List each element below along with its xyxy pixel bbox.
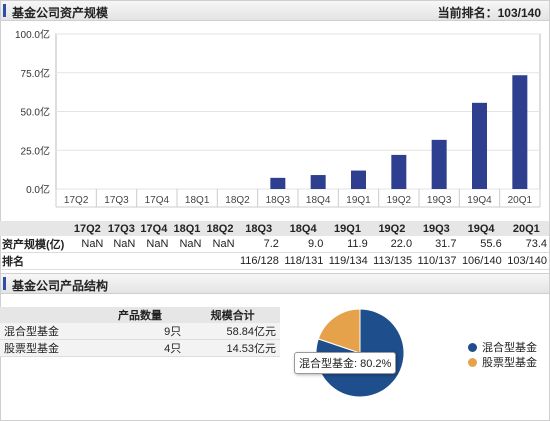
structure-row: 混合型基金 9只 58.84亿元 [0, 323, 280, 340]
x-tick-label: 18Q2 [225, 195, 250, 206]
structure-panel-title: 基金公司产品结构 [12, 279, 109, 293]
table-cell [203, 252, 237, 270]
column-header: 18Q4 [280, 221, 326, 236]
table-cell: 103/140 [503, 252, 549, 270]
bar [270, 177, 286, 189]
x-tick-label: 19Q3 [427, 195, 452, 206]
scale-total: 58.84亿元 [185, 323, 280, 340]
scale-total: 14.53亿元 [185, 339, 280, 357]
legend-label: 股票型基金 [482, 357, 537, 369]
table-cell [69, 252, 106, 270]
column-header: 18Q1 [170, 221, 204, 236]
row-label: 资产规模(亿) [0, 236, 70, 253]
current-rank: 当前排名：103/140 [438, 4, 541, 21]
x-tick-label: 18Q3 [266, 195, 291, 206]
x-tick-label: 17Q4 [145, 195, 170, 206]
column-header: 19Q1 [325, 221, 370, 236]
bar [472, 102, 487, 189]
asset-panel-header: 基金公司资产规模 当前排名：103/140 [0, 0, 550, 21]
table-cell: NaN [105, 236, 138, 253]
column-header: 20Q1 [503, 221, 549, 236]
x-tick-label: 19Q1 [346, 195, 371, 206]
product-structure-table: 产品数量 规模合计 混合型基金 9只 58.84亿元 股票型基金 4只 14.53亿元 [0, 307, 280, 357]
asset-panel-title: 基金公司资产规模 [12, 6, 109, 20]
pie-slice[interactable] [317, 308, 361, 354]
bar [391, 154, 407, 189]
fund-type-name: 混合型基金 [0, 323, 95, 340]
table-header-row: 17Q2 17Q3 17Q4 18Q1 18Q2 18Q3 18Q4 19Q1 19Q2 19Q3… [0, 221, 549, 236]
column-header: 19Q2 [369, 221, 415, 236]
bar [351, 170, 366, 189]
table-cell: 7.2 [236, 236, 281, 253]
column-header: 19Q3 [414, 221, 459, 236]
x-tick-label: 19Q4 [467, 195, 492, 206]
y-tick-label: 50.0亿 [21, 106, 50, 119]
legend-item[interactable]: 股票型基金 [468, 355, 537, 369]
table-cell: NaN [137, 236, 171, 253]
pie-legend: 混合型基金股票型基金 [468, 340, 537, 370]
table-cell: 9.0 [280, 236, 326, 253]
x-tick-label: 18Q4 [306, 195, 331, 206]
table-cell: 119/134 [325, 252, 370, 270]
x-tick-label: 20Q1 [508, 195, 533, 206]
table-row: 资产规模(亿) NaN NaN NaN NaN NaN 7.2 9.0 11.9 22.0 31.7… [0, 236, 549, 253]
header-accent-bar [3, 277, 6, 290]
table-cell [105, 252, 138, 270]
product-count: 9只 [94, 323, 186, 340]
y-tick-label: 25.0亿 [21, 144, 50, 157]
asset-bar-chart: 0.0亿 25.0亿 50.0亿 75.0亿 100.0亿 17Q2 17Q3 17Q4 18Q… [15, 28, 541, 208]
column-header: 18Q2 [203, 221, 237, 236]
table-cell: NaN [170, 236, 204, 253]
x-tick-label: 17Q2 [64, 195, 89, 206]
legend-item[interactable]: 混合型基金 [468, 340, 537, 354]
structure-header-row: 产品数量 规模合计 [0, 307, 280, 323]
current-rank-value: 103/140 [497, 6, 541, 20]
structure-panel-header: 基金公司产品结构 [0, 273, 550, 294]
table-cell: 55.6 [458, 236, 504, 253]
table-corner-cell [0, 221, 70, 236]
pie-tooltip: 混合型基金: 80.2% [294, 352, 397, 374]
column-header: 18Q3 [236, 221, 281, 236]
column-header: 19Q4 [458, 221, 504, 236]
asset-data-table: 17Q2 17Q3 17Q4 18Q1 18Q2 18Q3 18Q4 19Q1 19Q2 19Q3… [0, 221, 549, 270]
table-cell: NaN [69, 236, 106, 253]
header-accent-bar [3, 4, 6, 17]
column-header: 产品数量 [94, 307, 186, 323]
table-cell [170, 252, 204, 270]
table-cell [137, 252, 171, 270]
current-rank-label: 当前排名： [437, 6, 498, 20]
table-cell: 31.7 [414, 236, 459, 253]
legend-dot-icon [468, 342, 477, 352]
table-cell: 22.0 [369, 236, 415, 253]
table-cell: 113/135 [369, 252, 415, 270]
table-cell: 116/128 [236, 252, 281, 270]
table-row: 排名 116/128 118/131 119/134 113/135 110/137 106… [0, 252, 549, 270]
column-header [0, 307, 95, 323]
table-cell: 73.4 [503, 236, 549, 253]
structure-row: 股票型基金 4只 14.53亿元 [0, 339, 280, 357]
y-tick-label: 75.0亿 [21, 67, 50, 80]
table-cell: 118/131 [280, 252, 326, 270]
product-count: 4只 [94, 339, 186, 357]
column-header: 规模合计 [185, 307, 280, 323]
table-cell: 106/140 [458, 252, 504, 270]
table-cell: 11.9 [325, 236, 370, 253]
row-label: 排名 [0, 252, 70, 270]
legend-dot-icon [468, 357, 477, 367]
bar [512, 75, 528, 189]
column-header: 17Q3 [105, 221, 138, 236]
fund-type-name: 股票型基金 [0, 339, 95, 357]
column-header: 17Q4 [137, 221, 171, 236]
y-tick-label: 0.0亿 [26, 183, 50, 196]
table-cell: NaN [203, 236, 237, 253]
bar [431, 139, 447, 189]
table-cell: 110/137 [414, 252, 459, 270]
bar [310, 175, 326, 189]
y-tick-label: 100.0亿 [15, 28, 50, 41]
x-tick-label: 18Q1 [185, 195, 210, 206]
column-header: 17Q2 [69, 221, 106, 236]
x-tick-label: 19Q2 [387, 195, 412, 206]
x-tick-label: 17Q3 [104, 195, 129, 206]
legend-label: 混合型基金 [482, 342, 537, 354]
